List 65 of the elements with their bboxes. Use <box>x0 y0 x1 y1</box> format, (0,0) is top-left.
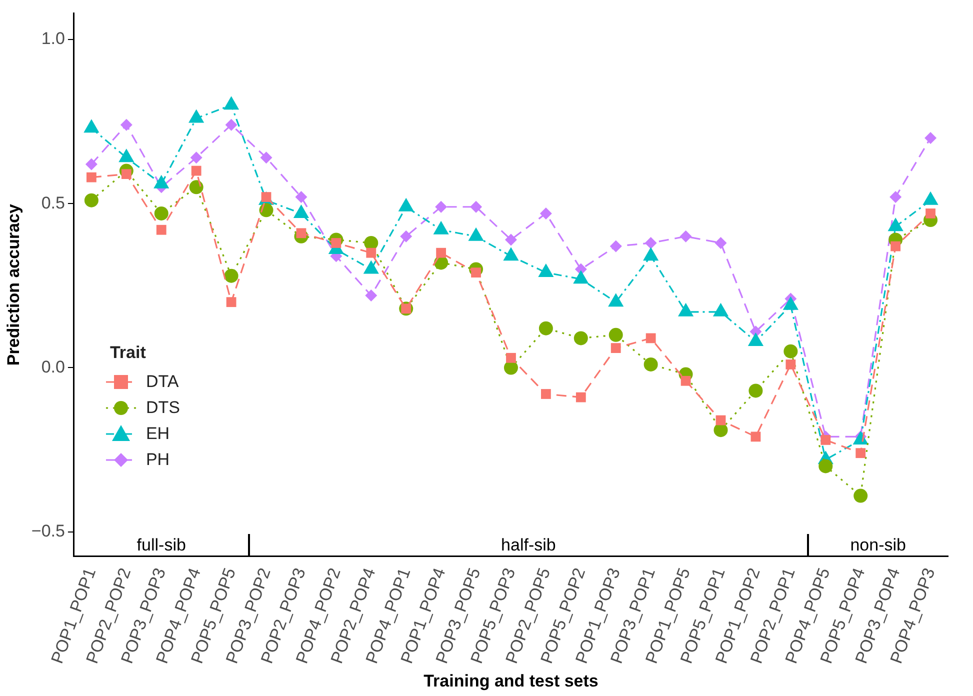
point <box>644 357 658 372</box>
point <box>820 435 831 445</box>
legend-title: Trait <box>110 343 147 364</box>
point <box>506 352 516 363</box>
point <box>890 191 902 204</box>
point <box>750 432 761 442</box>
y-tick-label: −0.5 <box>31 522 65 541</box>
point <box>784 344 798 358</box>
point <box>86 172 96 182</box>
point <box>226 297 236 308</box>
y-tick-label: 1.0 <box>41 29 65 48</box>
point <box>890 241 901 252</box>
point <box>364 236 378 250</box>
point <box>538 321 553 336</box>
point <box>680 376 691 386</box>
point <box>924 132 937 144</box>
point <box>610 343 621 353</box>
point <box>716 415 726 426</box>
point <box>646 333 656 344</box>
y-axis-title: Prediction accuracy <box>4 204 23 366</box>
point <box>224 268 238 283</box>
point <box>470 200 482 213</box>
point <box>540 207 552 220</box>
legend-label: DTA <box>146 372 179 392</box>
point <box>260 152 272 164</box>
point <box>400 230 412 242</box>
point <box>435 200 448 213</box>
legend-label: PH <box>146 450 170 470</box>
legend-label: EH <box>146 424 170 444</box>
point <box>225 118 238 131</box>
point <box>926 208 936 218</box>
y-tick-label: 0.5 <box>41 193 65 212</box>
point <box>154 206 168 220</box>
point <box>608 328 623 342</box>
y-tick-label: 0.0 <box>41 357 65 376</box>
point <box>856 448 866 458</box>
point <box>365 290 378 302</box>
point <box>366 248 376 258</box>
point <box>786 360 796 370</box>
point <box>190 152 202 164</box>
annotation: full-sib <box>136 536 186 555</box>
point <box>156 224 166 235</box>
point <box>610 240 622 252</box>
point <box>504 234 517 246</box>
point <box>748 384 763 398</box>
annotation: non-sib <box>850 536 906 555</box>
point <box>818 459 833 474</box>
point <box>714 423 728 438</box>
legend-label: DTS <box>146 398 180 418</box>
point <box>436 248 446 258</box>
point <box>574 331 588 346</box>
point <box>714 236 727 249</box>
x-axis-title: Training and test sets <box>424 671 598 690</box>
point <box>576 392 586 402</box>
point <box>189 180 204 194</box>
point <box>85 158 98 170</box>
point <box>295 191 308 204</box>
point <box>644 236 657 249</box>
point <box>540 389 551 399</box>
point <box>680 230 692 242</box>
point <box>191 166 202 176</box>
annotation: half-sib <box>501 536 556 555</box>
point <box>854 488 868 503</box>
point <box>84 193 98 208</box>
point <box>120 118 132 131</box>
